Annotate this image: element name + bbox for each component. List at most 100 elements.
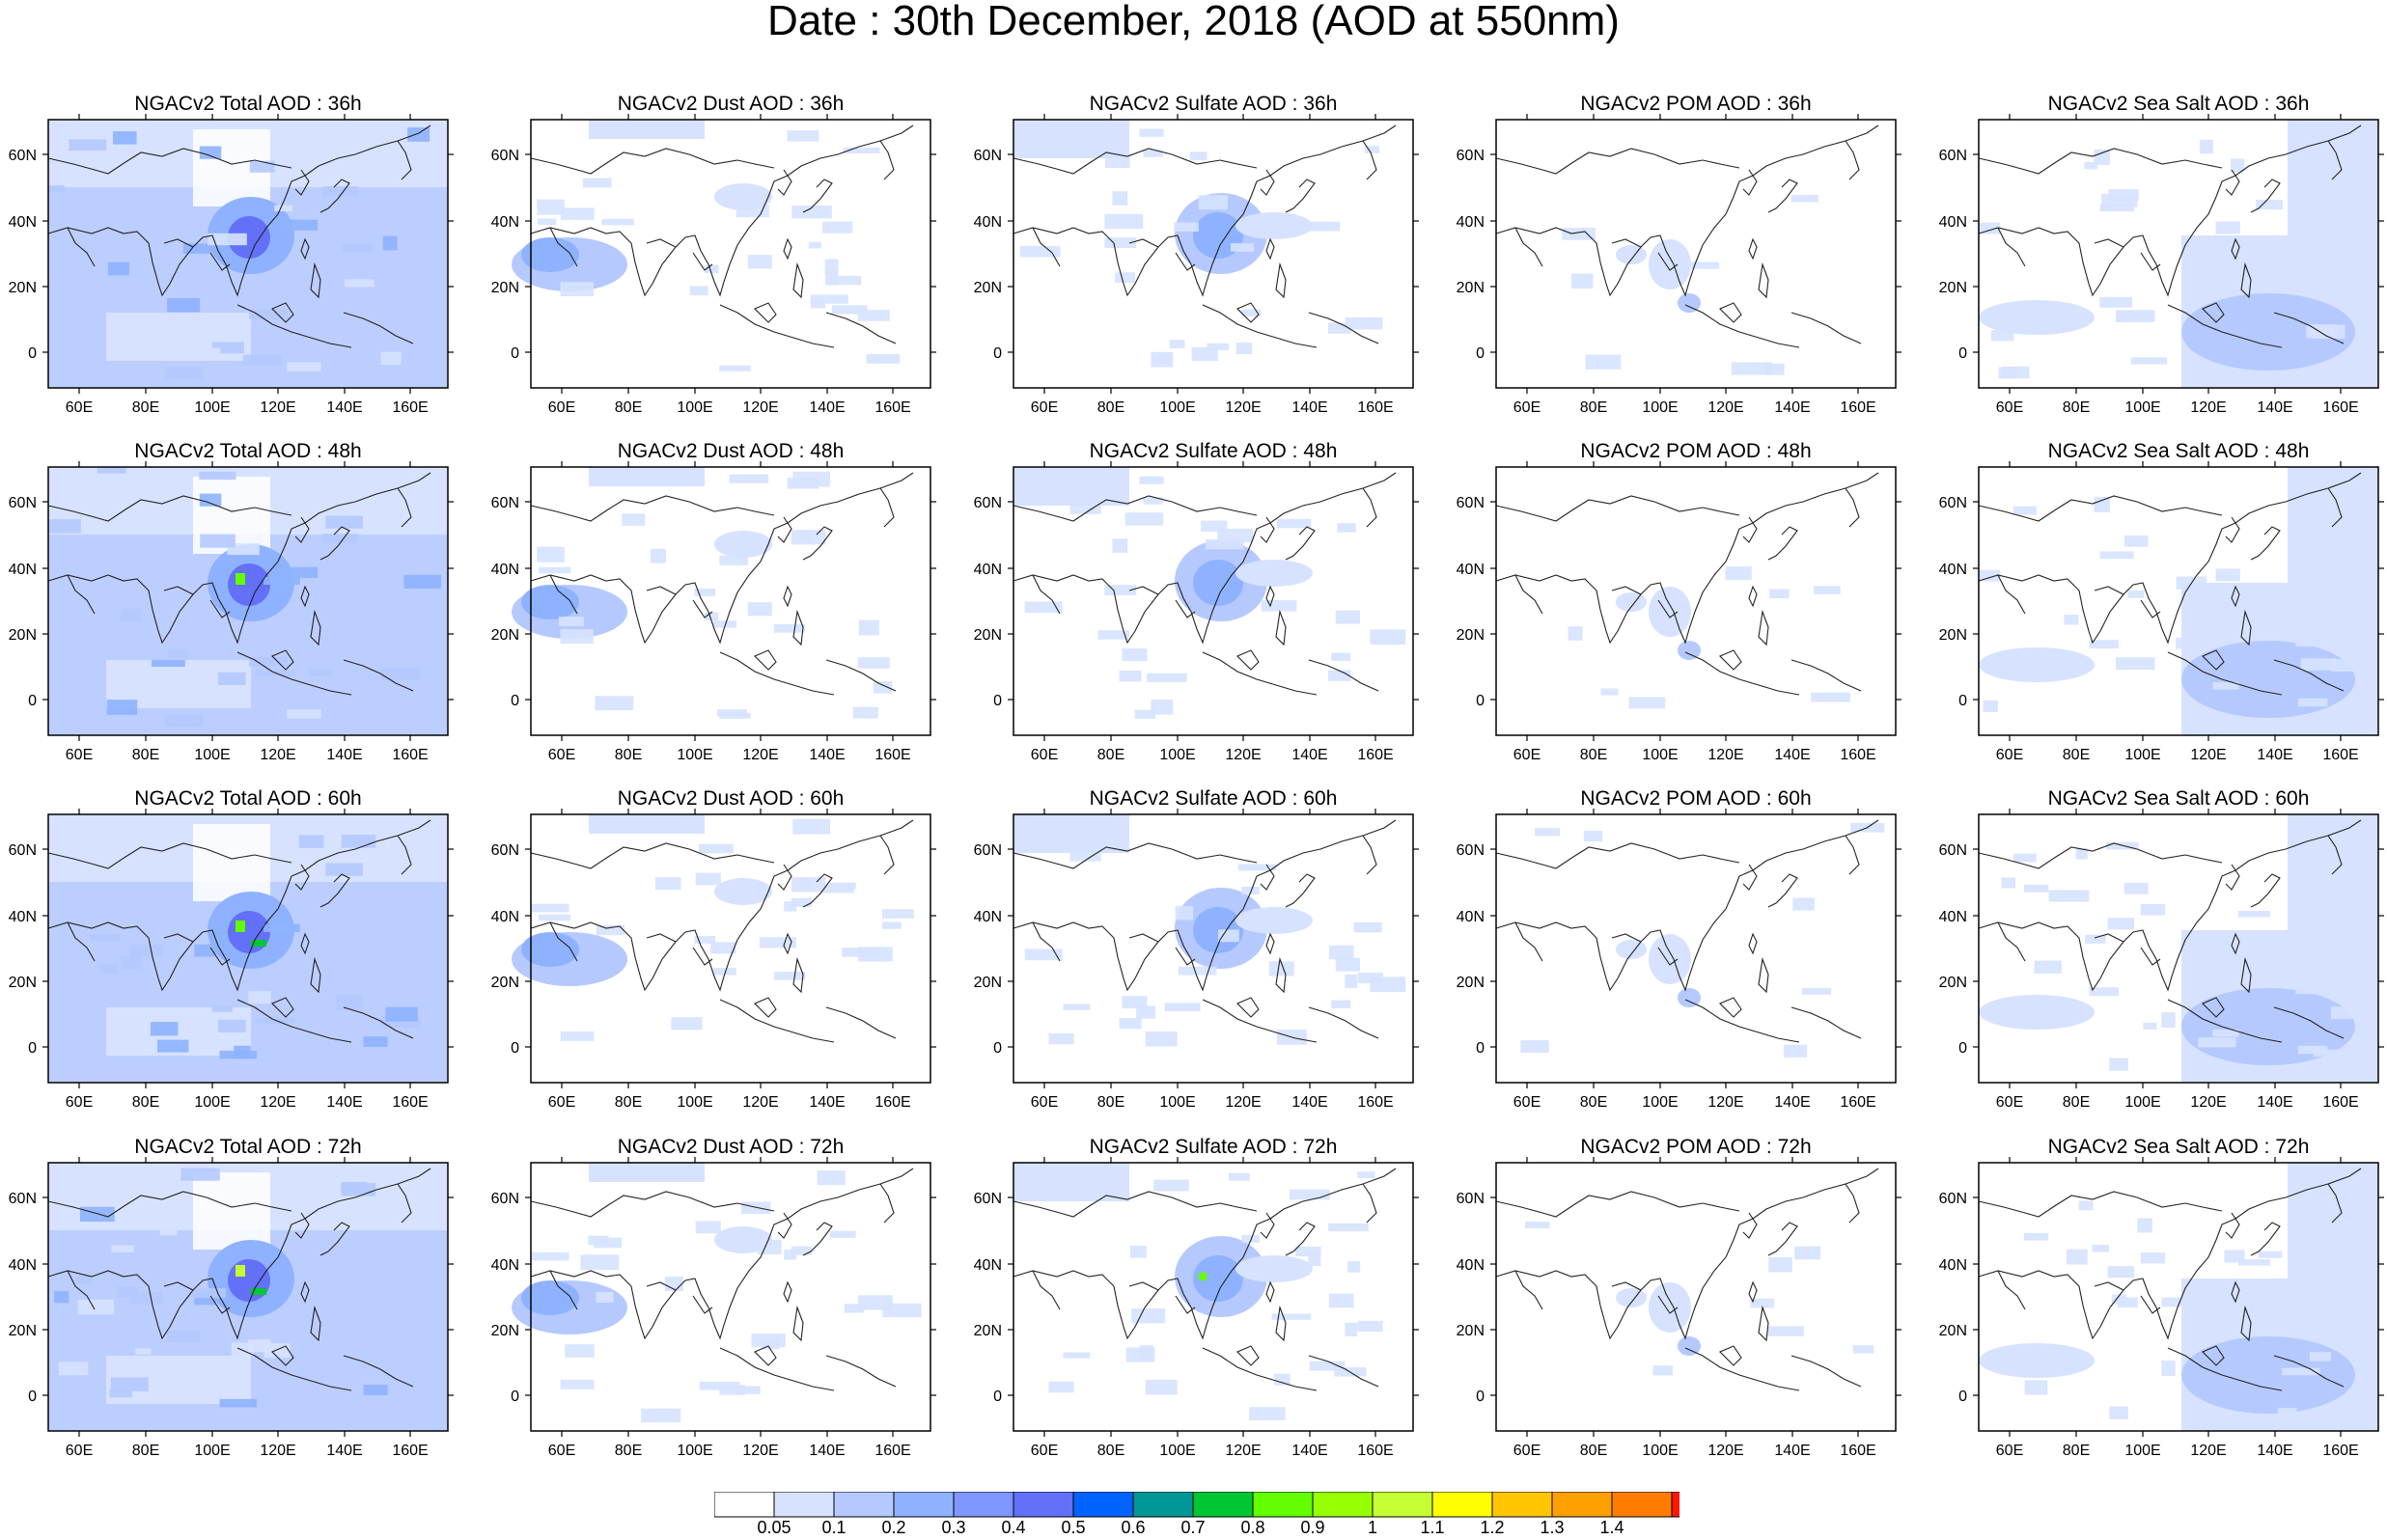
lon-tick-label: 120E [260, 747, 295, 763]
lat-tick-label: 0 [28, 345, 37, 362]
lon-tick-label: 160E [874, 1094, 910, 1111]
lat-tick-label: 40N [1457, 1257, 1485, 1274]
lat-tick-label: 20N [1939, 975, 1967, 991]
lat-tick-label: 20N [974, 280, 1002, 296]
lon-tick-label: 80E [132, 747, 159, 763]
map-frame [47, 813, 449, 1084]
lon-tick-label: 60E [1996, 1094, 2023, 1111]
lon-tick-label: 140E [326, 1094, 362, 1111]
lon-tick-label: 160E [392, 1443, 428, 1459]
lon-tick-label: 140E [1774, 747, 1810, 763]
lat-tick-label: 60N [1457, 842, 1485, 859]
map-plot: 60E 80E 100E 120E 140E 160E 60N 40N 20N 0 [974, 1157, 1419, 1459]
lon-tick-label: 120E [2190, 747, 2226, 763]
lon-tick-label: 120E [742, 1094, 778, 1111]
map-plot: 60E 80E 100E 120E 140E 160E 60N 40N 20N 0 [1939, 461, 2384, 763]
figure-title: Date : 30th December, 2018 (AOD at 550nm… [767, 0, 1620, 44]
lon-tick-label: 100E [677, 399, 712, 416]
colorbar-box [833, 1492, 895, 1518]
map-panel: NGACv2 Total AOD : 72h 60E 80E 100E 120E 140E… [0, 1130, 458, 1466]
lon-tick-label: 160E [1357, 399, 1393, 416]
colorbar-label: 0.1 [821, 1518, 846, 1534]
lat-tick-label: 40N [9, 909, 37, 925]
colorbar-label: 0.2 [881, 1518, 905, 1534]
aod-field [1562, 195, 1818, 375]
lon-tick-label: 80E [1097, 399, 1124, 416]
lat-tick-label: 20N [1457, 1323, 1485, 1339]
lon-tick-label: 160E [1357, 747, 1393, 763]
lat-tick-label: 60N [974, 495, 1002, 511]
aod-field [1979, 467, 2378, 735]
aod-field [1979, 1163, 2378, 1431]
panel-title: NGACv2 Total AOD : 36h [134, 93, 362, 115]
map-panel: NGACv2 Sulfate AOD : 60h 60E 80E 100E 120E 14… [965, 782, 1423, 1117]
colorbar-box [1312, 1492, 1374, 1518]
lon-tick-label: 60E [1996, 1443, 2023, 1459]
lon-tick-label: 140E [2257, 1443, 2292, 1459]
lon-tick-label: 60E [66, 1443, 93, 1459]
lat-tick-label: 0 [1958, 345, 1967, 362]
map-plot: 60E 80E 100E 120E 140E 160E 60N 40N 20N 0 [1457, 461, 1901, 763]
lat-tick-label: 20N [974, 1323, 1002, 1339]
lon-tick-label: 60E [66, 1094, 93, 1111]
colorbar-box [953, 1492, 1014, 1518]
lat-tick-label: 0 [1958, 1389, 1967, 1405]
panel-title: NGACv2 Sulfate AOD : 72h [1089, 1136, 1338, 1158]
lon-tick-label: 160E [392, 747, 428, 763]
lon-tick-label: 140E [809, 747, 845, 763]
lon-tick-label: 120E [260, 1094, 295, 1111]
lon-tick-label: 80E [1580, 747, 1607, 763]
map-plot: 60E 80E 100E 120E 140E 160E 60N 40N 20N 0 [491, 114, 936, 416]
lon-tick-label: 160E [874, 399, 910, 416]
lat-tick-label: 60N [1939, 1191, 1967, 1207]
map-plot: 60E 80E 100E 120E 140E 160E 60N 40N 20N 0 [9, 809, 454, 1111]
lon-tick-label: 100E [2124, 1443, 2160, 1459]
lon-tick-label: 140E [809, 1443, 845, 1459]
lat-tick-label: 20N [1939, 627, 1967, 644]
lon-tick-label: 80E [1097, 1443, 1124, 1459]
lon-tick-label: 80E [2063, 1094, 2090, 1111]
lon-tick-label: 80E [615, 399, 642, 416]
lon-tick-label: 120E [1707, 1443, 1743, 1459]
lon-tick-label: 120E [1225, 1443, 1261, 1459]
lon-tick-label: 120E [1225, 747, 1261, 763]
lat-tick-label: 40N [974, 1257, 1002, 1274]
coastlines [530, 1168, 914, 1391]
colorbar-label: 1.4 [1599, 1518, 1624, 1534]
lat-tick-label: 40N [1939, 909, 1967, 925]
lon-tick-label: 60E [66, 399, 93, 416]
lon-tick-label: 120E [742, 747, 778, 763]
map-panel: NGACv2 Dust AOD : 48h 60E 80E 100E 120E 140E 1… [483, 434, 940, 770]
lat-tick-label: 60N [1457, 148, 1485, 164]
coastlines [1013, 1168, 1397, 1391]
map-panel: NGACv2 Sulfate AOD : 36h 60E 80E 100E 120E 14… [965, 87, 1423, 423]
lon-tick-label: 100E [2124, 747, 2160, 763]
panel-title: NGACv2 Sulfate AOD : 36h [1089, 93, 1338, 115]
lon-tick-label: 80E [615, 1443, 642, 1459]
map-frame [530, 813, 931, 1084]
lat-tick-label: 60N [9, 1191, 37, 1207]
colorbar-box [1611, 1492, 1673, 1518]
map-frame [1495, 119, 1897, 389]
lat-tick-label: 60N [974, 1191, 1002, 1207]
lat-tick-label: 20N [9, 975, 37, 991]
lat-tick-label: 40N [1939, 214, 1967, 231]
map-panel: NGACv2 Sulfate AOD : 72h 60E 80E 100E 120E 14… [965, 1130, 1423, 1466]
aod-field [48, 1163, 448, 1431]
map-plot: 60E 80E 100E 120E 140E 160E 60N 40N 20N 0 [1939, 114, 2384, 416]
lat-tick-label: 40N [9, 562, 37, 578]
map-panel: NGACv2 POM AOD : 36h 60E 80E 100E 120E 140E 16… [1448, 87, 1905, 423]
lon-tick-label: 80E [2063, 1443, 2090, 1459]
coastlines [1495, 819, 1879, 1043]
map-plot: 60E 80E 100E 120E 140E 160E 60N 40N 20N 0 [491, 1157, 936, 1459]
lat-tick-label: 60N [491, 842, 519, 859]
lon-tick-label: 60E [66, 747, 93, 763]
panel-title: NGACv2 POM AOD : 72h [1580, 1136, 1812, 1158]
lat-tick-label: 60N [491, 495, 519, 511]
panel-title: NGACv2 Dust AOD : 36h [617, 93, 845, 115]
aod-field [48, 467, 448, 735]
colorbar: 0.05 0.1 0.2 0.3 0.4 0.5 0.6 0.7 0.8 0.9 1 1.1 1.2 1.… [714, 1492, 1679, 1534]
lon-tick-label: 60E [548, 399, 575, 416]
lon-tick-label: 60E [1031, 1443, 1058, 1459]
lat-tick-label: 60N [9, 148, 37, 164]
